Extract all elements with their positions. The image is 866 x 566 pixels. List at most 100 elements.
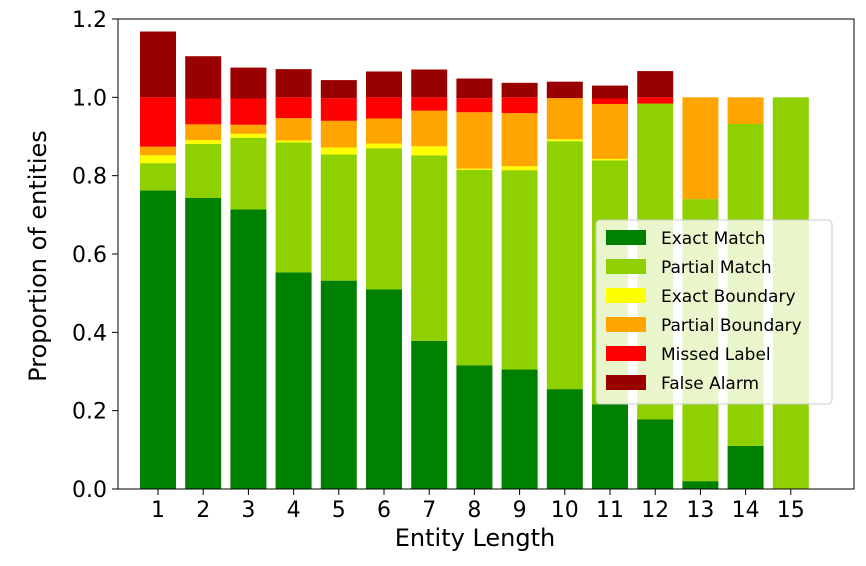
y-tick-label: 0.2 bbox=[72, 400, 107, 425]
legend-swatch-false-alarm bbox=[606, 375, 646, 390]
bar-segment-missed-label-8 bbox=[456, 98, 493, 113]
x-tick-label: 2 bbox=[196, 498, 210, 523]
bar-segment-partial-boundary-14 bbox=[727, 97, 764, 124]
legend-label-exact-boundary: Exact Boundary bbox=[661, 287, 796, 307]
x-tick-label: 9 bbox=[513, 498, 527, 523]
bar-segment-exact-boundary-5 bbox=[320, 147, 357, 155]
bar-segment-partial-boundary-2 bbox=[185, 124, 222, 141]
x-tick-label: 13 bbox=[686, 498, 714, 523]
bar-segment-exact-match-5 bbox=[320, 280, 357, 489]
y-axis-title: Proportion of entities bbox=[24, 130, 52, 382]
x-tick-label: 4 bbox=[287, 498, 301, 523]
bar-segment-partial-match-3 bbox=[230, 137, 267, 210]
y-tick-label: 0.4 bbox=[72, 321, 107, 346]
y-tick-label: 1.2 bbox=[72, 8, 107, 33]
bar-segment-missed-label-5 bbox=[320, 98, 357, 121]
bar-segment-exact-boundary-2 bbox=[185, 140, 222, 144]
bar-segment-false-alarm-11 bbox=[592, 85, 628, 99]
bar-segment-exact-match-10 bbox=[546, 389, 583, 490]
legend-label-partial-boundary: Partial Boundary bbox=[661, 316, 802, 336]
bar-segment-false-alarm-2 bbox=[185, 56, 222, 99]
bar-segment-false-alarm-4 bbox=[275, 69, 312, 98]
x-tick-label: 15 bbox=[777, 498, 805, 523]
bar-segment-exact-boundary-9 bbox=[501, 166, 538, 171]
bar-segment-partial-match-7 bbox=[411, 155, 448, 341]
bar-segment-partial-boundary-9 bbox=[501, 113, 538, 167]
bar-segment-partial-boundary-6 bbox=[366, 118, 402, 144]
bar-segment-false-alarm-12 bbox=[637, 71, 674, 98]
x-tick-label: 14 bbox=[732, 498, 760, 523]
bar-segment-partial-match-2 bbox=[185, 143, 222, 198]
bar-segment-false-alarm-5 bbox=[320, 80, 357, 99]
legend-label-partial-match: Partial Match bbox=[661, 258, 772, 278]
bar-segment-exact-boundary-8 bbox=[456, 168, 493, 170]
bar-segment-partial-boundary-13 bbox=[682, 97, 719, 200]
bar-segment-partial-boundary-1 bbox=[140, 146, 176, 156]
bar-segment-false-alarm-1 bbox=[140, 31, 176, 98]
legend-label-false-alarm: False Alarm bbox=[661, 374, 759, 394]
x-tick-label: 3 bbox=[241, 498, 255, 523]
bar-segment-partial-match-1 bbox=[140, 163, 176, 191]
bar-segment-partial-boundary-3 bbox=[230, 124, 267, 134]
bar-segment-exact-match-12 bbox=[637, 419, 674, 489]
legend-swatch-partial-match bbox=[606, 259, 646, 274]
bar-segment-exact-match-2 bbox=[185, 197, 222, 490]
legend-box bbox=[595, 219, 833, 405]
legend-label-missed-label: Missed Label bbox=[661, 345, 771, 365]
legend-swatch-exact-match bbox=[606, 230, 646, 245]
legend-label-exact-match: Exact Match bbox=[661, 229, 766, 249]
bar-segment-exact-boundary-1 bbox=[140, 155, 176, 164]
bar-segment-exact-match-13 bbox=[682, 481, 719, 489]
bar-segment-partial-boundary-8 bbox=[456, 112, 493, 169]
bar-segment-exact-match-7 bbox=[411, 340, 448, 489]
bar-segment-false-alarm-10 bbox=[546, 81, 583, 99]
x-tick-label: 10 bbox=[551, 498, 579, 523]
x-tick-label: 11 bbox=[596, 498, 624, 523]
y-tick-label: 0.8 bbox=[72, 165, 107, 190]
bar-segment-partial-boundary-11 bbox=[592, 103, 628, 159]
bar-segment-partial-match-4 bbox=[275, 142, 312, 273]
bar-segment-missed-label-6 bbox=[366, 97, 402, 119]
bar-segment-missed-label-3 bbox=[230, 98, 267, 125]
y-tick-label: 0.6 bbox=[72, 243, 107, 268]
bar-segment-exact-boundary-3 bbox=[230, 133, 267, 138]
bar-segment-partial-match-6 bbox=[366, 148, 402, 290]
bar-segment-partial-boundary-5 bbox=[320, 120, 357, 148]
bar-segment-partial-boundary-4 bbox=[275, 118, 312, 141]
legend-swatch-partial-boundary bbox=[606, 317, 646, 332]
bar-segment-exact-match-11 bbox=[592, 404, 628, 489]
bar-segment-partial-match-9 bbox=[501, 170, 538, 370]
bar-segment-partial-match-8 bbox=[456, 169, 493, 366]
bar-segment-exact-match-1 bbox=[140, 190, 176, 490]
ticks-layer: 0.00.20.40.60.81.01.21 2 3 4 5 6 7 8 9 10 11 12 13 14… bbox=[72, 8, 805, 523]
bar-segment-missed-label-2 bbox=[185, 98, 222, 125]
bar-segment-exact-boundary-11 bbox=[592, 158, 628, 161]
x-axis-title: Entity Length bbox=[395, 524, 555, 552]
bar-segment-partial-match-10 bbox=[546, 141, 583, 390]
bar-segment-exact-boundary-4 bbox=[275, 140, 312, 143]
bar-segment-exact-match-4 bbox=[275, 272, 312, 489]
y-tick-label: 1.0 bbox=[72, 86, 107, 111]
bar-segment-exact-boundary-6 bbox=[366, 143, 402, 149]
bar-segment-false-alarm-7 bbox=[411, 69, 448, 98]
y-tick-label: 0.0 bbox=[72, 478, 107, 503]
bar-segment-missed-label-1 bbox=[140, 97, 176, 147]
bar-segment-false-alarm-8 bbox=[456, 78, 493, 99]
bar-segment-partial-boundary-10 bbox=[546, 98, 583, 140]
bar-segment-partial-match-5 bbox=[320, 154, 357, 281]
bar-segment-exact-match-14 bbox=[727, 445, 764, 489]
bar-segment-missed-label-12 bbox=[637, 97, 674, 104]
bar-segment-missed-label-9 bbox=[501, 97, 538, 113]
bar-segment-false-alarm-3 bbox=[230, 67, 267, 99]
x-tick-label: 6 bbox=[377, 498, 391, 523]
x-tick-label: 8 bbox=[467, 498, 481, 523]
bar-segment-missed-label-4 bbox=[275, 97, 312, 119]
bar-segment-exact-boundary-10 bbox=[546, 139, 583, 142]
bar-segment-exact-match-6 bbox=[366, 289, 402, 489]
bar-segment-partial-boundary-7 bbox=[411, 110, 448, 147]
x-tick-label: 12 bbox=[641, 498, 669, 523]
legend-swatch-missed-label bbox=[606, 346, 646, 361]
bar-segment-exact-boundary-7 bbox=[411, 146, 448, 156]
